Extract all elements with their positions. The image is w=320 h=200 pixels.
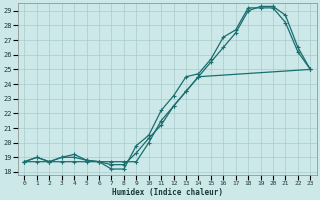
X-axis label: Humidex (Indice chaleur): Humidex (Indice chaleur): [112, 188, 223, 197]
